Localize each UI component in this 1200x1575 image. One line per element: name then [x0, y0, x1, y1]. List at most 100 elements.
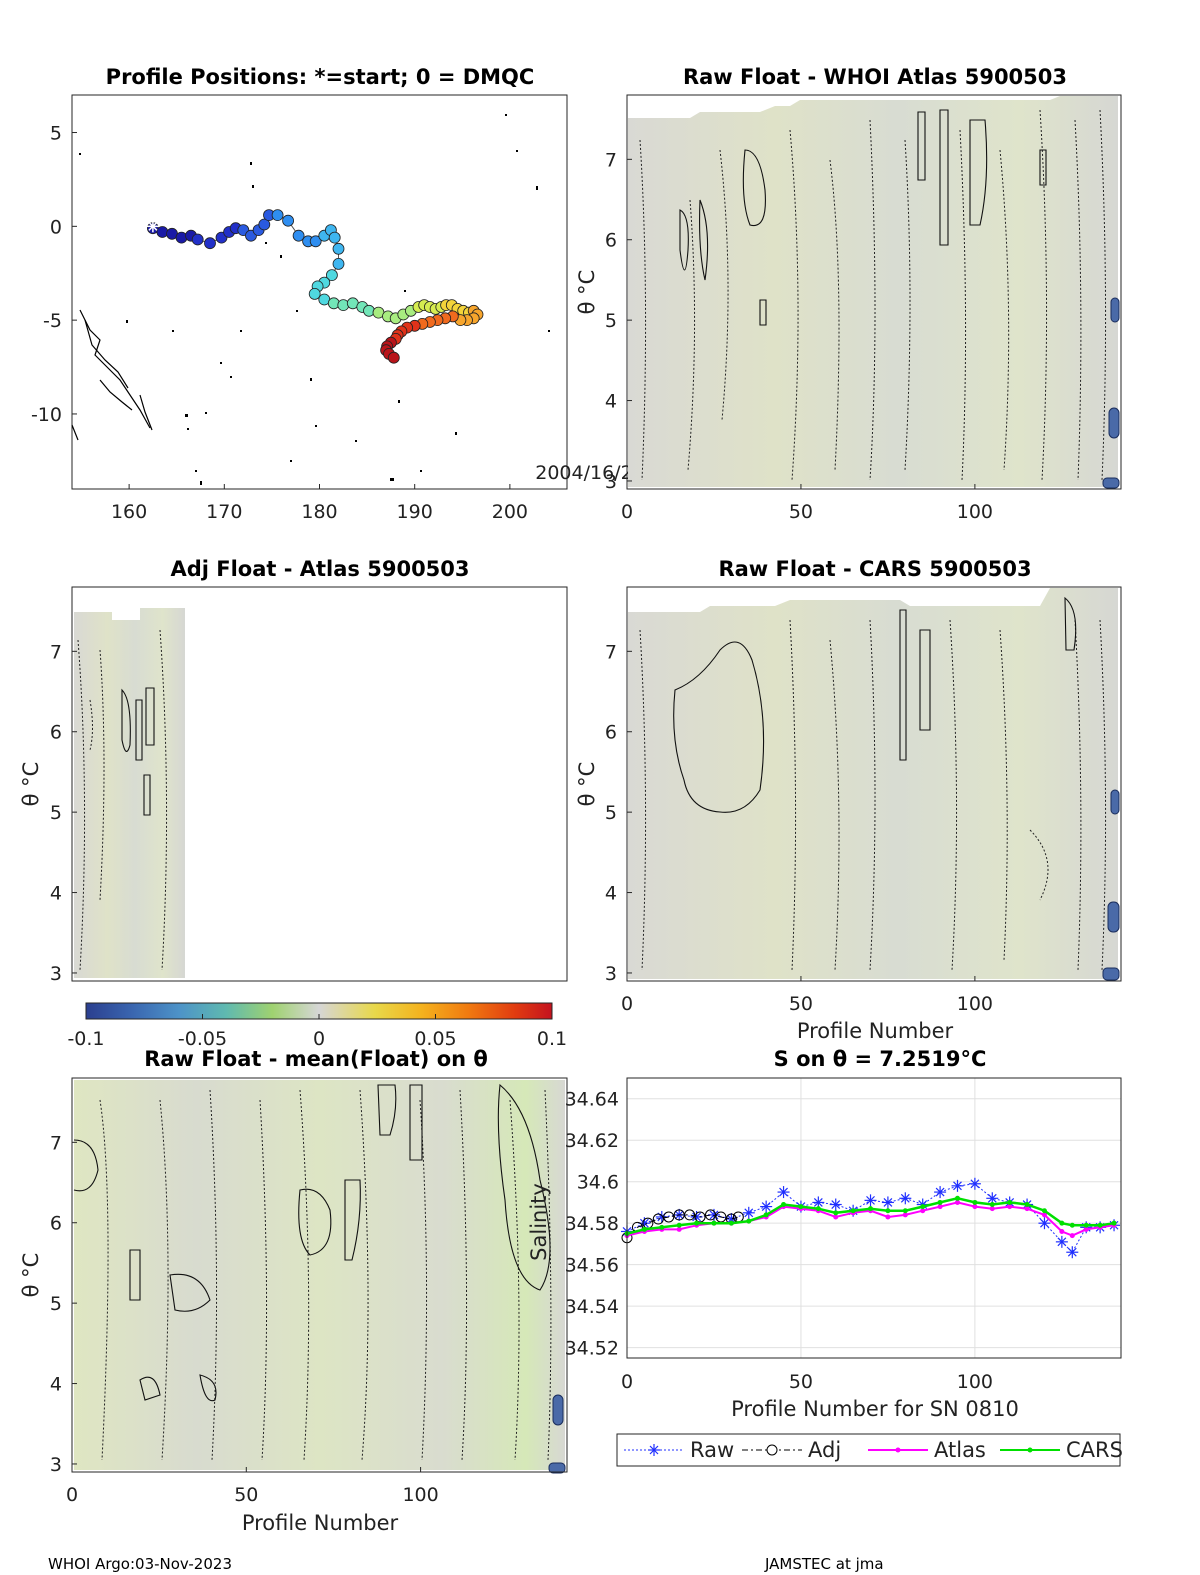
- raw-point: [899, 1192, 912, 1205]
- atlas-point: [972, 1204, 978, 1210]
- salinity-title: S on θ = 7.2519°C: [774, 1047, 987, 1071]
- legend-adj-marker: [766, 1444, 778, 1456]
- y-tick-label: -10: [31, 404, 62, 426]
- cars-point: [868, 1206, 874, 1212]
- raw-whoi-field: [628, 96, 1118, 487]
- legend-items: Raw Adj Atlas CARS: [624, 1438, 1123, 1462]
- y-tick-label: 5: [50, 802, 62, 824]
- profile-position-marker: [204, 237, 216, 250]
- atlas-point: [1083, 1226, 1089, 1232]
- profile-position-marker: [327, 297, 340, 310]
- atlas-point: [1059, 1228, 1065, 1234]
- atlas-point: [676, 1226, 682, 1232]
- profile-position-marker: [156, 226, 169, 238]
- positions-title: Profile Positions: *=start; 0 = DMQC: [106, 65, 535, 89]
- cars-point: [1041, 1208, 1047, 1214]
- cars-point: [711, 1220, 717, 1226]
- adj-atlas-ylabel: θ °C: [19, 762, 43, 807]
- adj-atlas-title: Adj Float - Atlas 5900503: [170, 557, 469, 581]
- colorbar-tick-label: 0: [313, 1028, 325, 1050]
- y-tick-label: 5: [50, 123, 62, 145]
- raw-cars-xlabel: Profile Number: [797, 1019, 954, 1043]
- profile-position-marker: [271, 209, 284, 222]
- raw-point: [881, 1196, 894, 1209]
- cars-point: [815, 1206, 821, 1212]
- coastline: [71, 309, 153, 441]
- raw-whoi-ylabel: θ °C: [575, 270, 599, 315]
- salinity-y-ticks: 34.64 34.62 34.6 34.58 34.56 34.54 34.52: [565, 1089, 619, 1360]
- raw-whoi-axes-box: [626, 94, 1122, 490]
- raw-cars-dotted-contours: [639, 619, 1107, 971]
- cars-point: [1007, 1199, 1013, 1205]
- y-tick-label: 5: [50, 1293, 62, 1315]
- profile-position-marker: [191, 233, 204, 246]
- cars-point: [989, 1202, 995, 1208]
- x-tick-label: 50: [789, 1371, 813, 1393]
- raw-mean-axes-box: [71, 1077, 568, 1473]
- legend-item-adj: Adj: [742, 1438, 841, 1462]
- raw-point: [934, 1186, 947, 1199]
- cars-point: [937, 1199, 943, 1205]
- raw-mean-y-ticks: 7 6 5 4 3: [50, 1132, 77, 1476]
- y-tick-label: 5: [605, 310, 617, 332]
- y-tick-label: 5: [605, 802, 617, 824]
- series-line-cars: [626, 1197, 1115, 1235]
- y-tick-label: 3: [50, 963, 62, 985]
- y-tick-label: 34.6: [577, 1172, 619, 1194]
- cars-point: [920, 1204, 926, 1210]
- raw-point: [1038, 1217, 1051, 1230]
- legend-item-atlas: Atlas: [868, 1438, 986, 1462]
- x-tick-label: 180: [301, 501, 337, 523]
- x-tick-label: 0: [621, 1371, 633, 1393]
- cars-point: [850, 1208, 856, 1214]
- salinity-xlabel: Profile Number for SN 0810: [731, 1397, 1019, 1421]
- raw-mean-x-ticks: 0 50 100: [66, 1467, 439, 1506]
- cars-point: [641, 1226, 647, 1232]
- y-tick-label: 7: [605, 641, 617, 663]
- salinity-ylabel: Salinity: [527, 1183, 551, 1261]
- x-tick-label: 200: [492, 501, 528, 523]
- raw-mean-blue-patches: [548, 1394, 566, 1474]
- x-tick-label: 0: [621, 501, 633, 523]
- colorbar-tick-label: 0.1: [537, 1028, 567, 1050]
- cars-point: [954, 1195, 960, 1201]
- legend-item-cars: CARS: [1000, 1438, 1123, 1462]
- raw-cars-blue-patches: [1102, 789, 1120, 981]
- adj-atlas-dotted-contours: [77, 629, 168, 971]
- footer-right: JAMSTEC at jma: [764, 1555, 884, 1573]
- island-dots: [79, 114, 550, 485]
- y-tick-label: -5: [43, 310, 62, 332]
- cars-point: [833, 1210, 839, 1216]
- y-tick-label: 6: [50, 1213, 62, 1235]
- x-tick-label: 100: [957, 993, 993, 1015]
- cars-point: [902, 1208, 908, 1214]
- raw-point: [1055, 1235, 1068, 1248]
- adj-atlas-axes-box: [71, 586, 568, 982]
- raw-mean-dotted-contours: [99, 1089, 552, 1461]
- adj-atlas-y-ticks: 7 6 5 4 3: [50, 641, 77, 985]
- y-tick-label: 3: [605, 471, 617, 493]
- y-tick-label: 4: [605, 391, 617, 413]
- raw-point: [777, 1186, 790, 1199]
- profile-position-marker: [309, 235, 322, 248]
- colorbar-tick-label: -0.05: [178, 1028, 227, 1050]
- cars-point: [1059, 1220, 1065, 1226]
- adj-atlas-solid-contours: [121, 687, 155, 816]
- profile-position-marker: [337, 299, 350, 312]
- raw-mean-title: Raw Float - mean(Float) on θ: [144, 1047, 488, 1071]
- x-tick-label: 100: [402, 1484, 438, 1506]
- raw-cars-axes-box: [626, 586, 1122, 982]
- cars-point: [659, 1224, 665, 1230]
- profile-position-marker: [308, 287, 321, 300]
- raw-whoi-solid-contours: [679, 109, 1047, 326]
- y-tick-label: 3: [605, 963, 617, 985]
- y-tick-label: 4: [605, 883, 617, 905]
- raw-point: [864, 1194, 877, 1207]
- positions-x-ticks: 160 170 180 190 200: [111, 484, 528, 523]
- raw-point: [742, 1206, 755, 1219]
- adj-point: [663, 1211, 675, 1223]
- cars-point: [676, 1222, 682, 1228]
- cars-point: [746, 1218, 752, 1224]
- raw-cars-field: [628, 588, 1118, 979]
